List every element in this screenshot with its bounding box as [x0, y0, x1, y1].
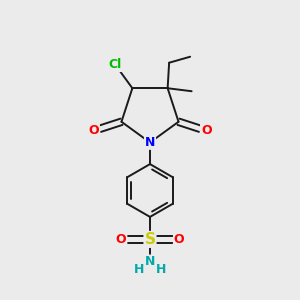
Text: N: N: [145, 136, 155, 149]
Text: O: O: [116, 233, 126, 246]
Text: O: O: [201, 124, 211, 137]
Text: N: N: [145, 255, 155, 268]
Text: S: S: [145, 232, 155, 247]
Text: O: O: [174, 233, 184, 246]
Text: H: H: [156, 263, 167, 276]
Text: Cl: Cl: [109, 58, 122, 71]
Text: H: H: [134, 263, 144, 276]
Text: O: O: [88, 124, 99, 137]
